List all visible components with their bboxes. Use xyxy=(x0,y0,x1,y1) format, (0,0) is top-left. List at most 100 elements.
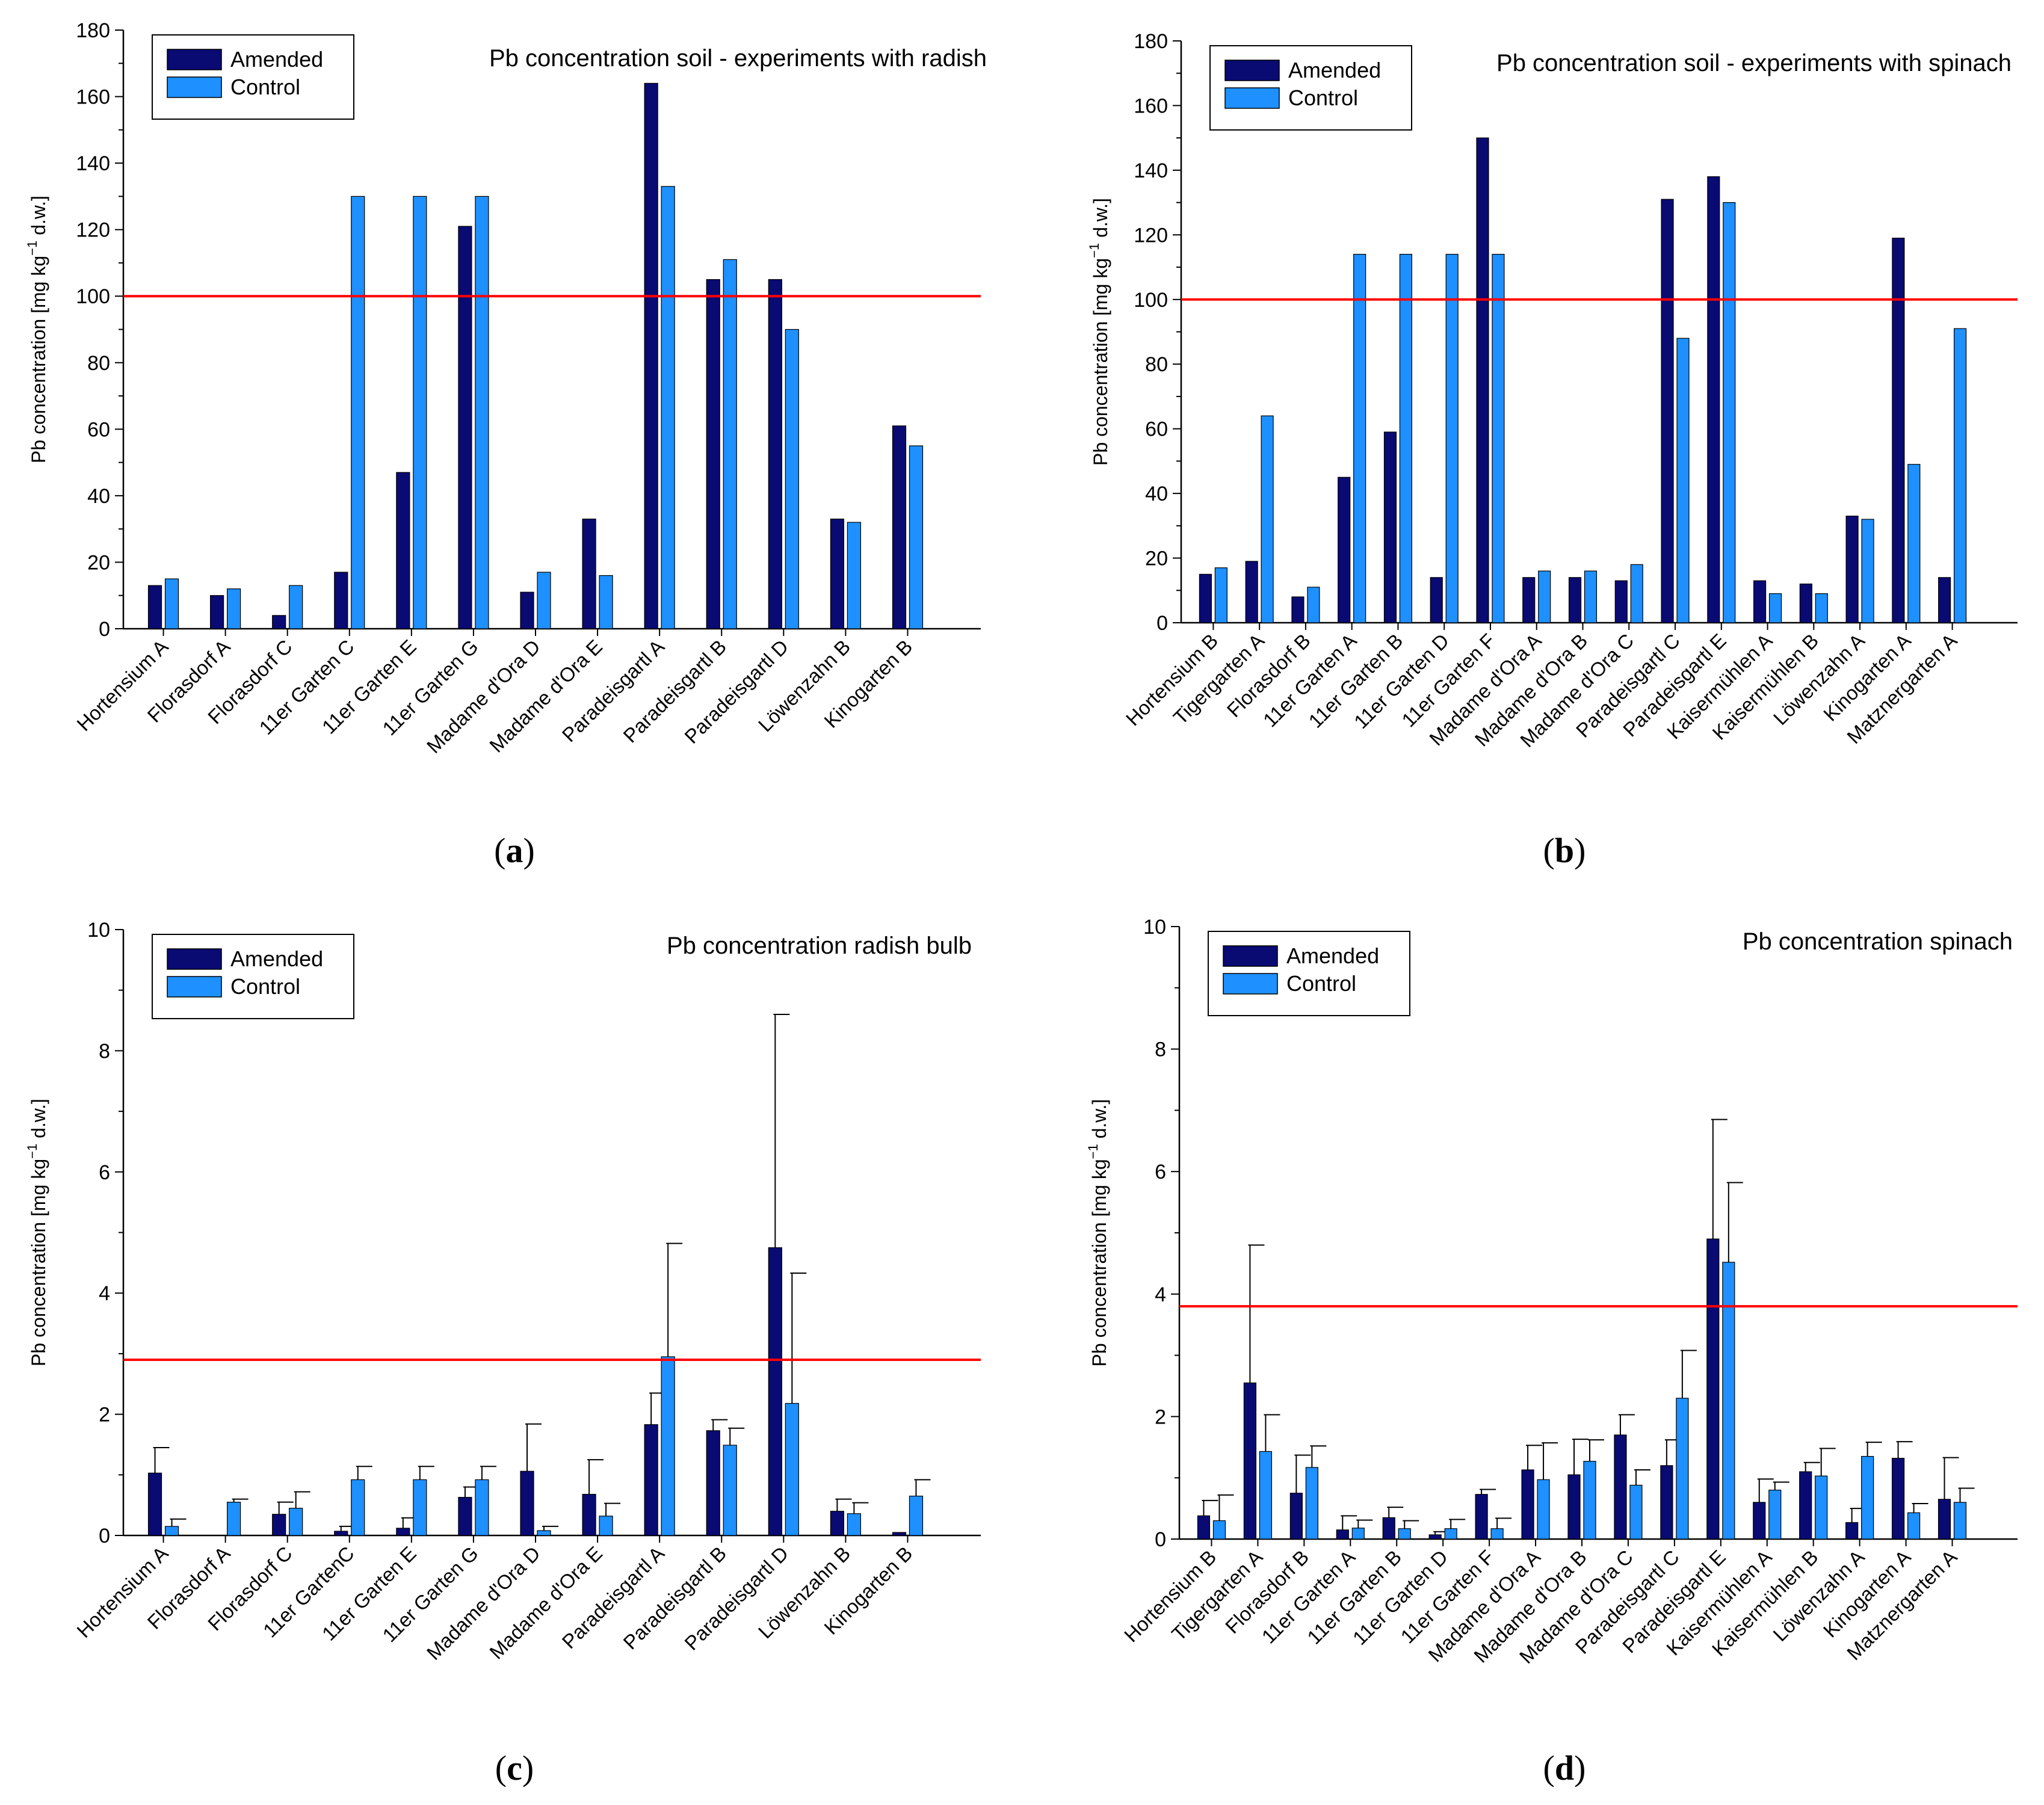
bar-control-2 xyxy=(1259,1451,1273,1540)
bar-amended-12 xyxy=(830,1511,844,1536)
bar-control-1 xyxy=(164,1526,179,1536)
chart-panel-b: 0 20 40 60 80 100 120 140 160 180 Pb concentration… xyxy=(1087,30,2018,751)
y-tick-label: 10 xyxy=(87,919,110,942)
bar-amended-16 xyxy=(1891,1458,1905,1540)
bar-control-10 xyxy=(1630,564,1643,623)
bar-amended-5 xyxy=(1383,431,1397,623)
bar-control-16 xyxy=(1907,1512,1921,1540)
bar-control-13 xyxy=(909,445,924,629)
bar-control-2 xyxy=(227,588,241,629)
bar-amended-3 xyxy=(1291,596,1305,623)
bar-amended-16 xyxy=(1892,238,1905,623)
y-tick-label: 20 xyxy=(1145,548,1168,570)
y-tick-label: 10 xyxy=(1143,916,1166,939)
legend-label-amended: Amended xyxy=(230,47,323,72)
bar-amended-2 xyxy=(1243,1382,1257,1540)
bar-control-7 xyxy=(537,1530,551,1536)
bar-control-4 xyxy=(1353,253,1366,623)
y-tick-label: 80 xyxy=(1145,353,1168,376)
y-tick-label: 60 xyxy=(1145,418,1168,441)
bar-control-12 xyxy=(1722,1262,1735,1540)
bar-control-17 xyxy=(1953,1502,1967,1540)
y-tick-label: 120 xyxy=(76,219,110,242)
y-tick-label: 40 xyxy=(87,485,110,508)
bar-control-13 xyxy=(1768,593,1782,623)
y-tick-label: 4 xyxy=(99,1282,110,1305)
y-tick-label: 100 xyxy=(1134,289,1168,312)
chart-title: Pb concentration radish bulb xyxy=(667,933,972,959)
bar-control-2 xyxy=(227,1502,241,1536)
bar-control-15 xyxy=(1861,1455,1874,1540)
bar-amended-8 xyxy=(1521,1469,1534,1540)
y-tick-label: 0 xyxy=(99,1525,110,1547)
y-tick-label: 20 xyxy=(87,551,110,574)
y-tick-label: 160 xyxy=(76,86,110,109)
bar-amended-3 xyxy=(272,1514,286,1536)
bar-control-11 xyxy=(1676,338,1690,623)
bar-amended-5 xyxy=(396,472,410,629)
bar-control-13 xyxy=(1768,1489,1782,1540)
bar-control-6 xyxy=(475,196,489,629)
bar-control-1 xyxy=(1214,567,1227,623)
bar-control-9 xyxy=(1584,570,1598,623)
legend-swatch-amended xyxy=(167,49,222,70)
bar-control-14 xyxy=(1815,1475,1828,1540)
bar-control-4 xyxy=(1351,1528,1365,1540)
y-tick-label: 140 xyxy=(76,152,110,175)
bar-amended-3 xyxy=(1289,1493,1303,1540)
bar-control-7 xyxy=(537,572,551,629)
bar-amended-8 xyxy=(1522,577,1536,623)
bar-control-17 xyxy=(1954,328,1967,623)
bar-control-16 xyxy=(1907,464,1921,623)
y-tick-label: 180 xyxy=(1134,30,1168,53)
bar-amended-15 xyxy=(1845,516,1859,623)
panel-letter: c xyxy=(507,1748,522,1788)
bar-control-8 xyxy=(1538,570,1551,623)
y-axis-label: Pb concentration [mg kg−1 d.w.] xyxy=(25,196,49,463)
bar-amended-4 xyxy=(334,1531,348,1536)
bar-control-3 xyxy=(289,585,303,629)
y-tick-label: 140 xyxy=(1134,159,1168,182)
panel-label-a: (a) xyxy=(494,831,535,870)
bar-control-3 xyxy=(289,1508,303,1536)
y-axis-label: Pb concentration [mg kg−1 d.w.] xyxy=(25,1099,49,1366)
bar-control-8 xyxy=(599,1516,613,1536)
y-tick-label: 2 xyxy=(1155,1405,1166,1428)
bar-control-14 xyxy=(1815,593,1828,623)
bar-amended-6 xyxy=(458,1496,472,1536)
y-tick-label: 8 xyxy=(99,1040,110,1063)
bar-control-10 xyxy=(1629,1484,1643,1540)
y-tick-label: 40 xyxy=(1145,483,1168,505)
bar-control-4 xyxy=(351,196,365,629)
bar-amended-12 xyxy=(1707,176,1720,623)
x-tick-label: Paradeisgartl D xyxy=(680,635,792,748)
bar-amended-7 xyxy=(520,591,534,629)
legend-swatch-control xyxy=(167,76,222,98)
bar-control-8 xyxy=(599,575,613,629)
bar-amended-12 xyxy=(830,518,844,629)
legend-swatch-control xyxy=(1223,973,1278,995)
bar-amended-10 xyxy=(706,279,720,629)
bar-control-12 xyxy=(847,522,861,629)
bar-amended-13 xyxy=(892,1532,907,1536)
bar-amended-13 xyxy=(892,425,907,629)
bar-control-10 xyxy=(723,1445,737,1536)
bar-amended-10 xyxy=(1614,580,1628,623)
y-tick-label: 60 xyxy=(87,418,110,441)
legend-swatch-control xyxy=(1224,87,1280,109)
bar-amended-14 xyxy=(1799,583,1812,623)
x-tick-label: Madame d'Ora E xyxy=(485,635,607,757)
bar-amended-2 xyxy=(210,595,224,629)
legend-swatch-amended xyxy=(1224,60,1280,81)
legend-swatch-control xyxy=(167,976,222,998)
legend-label-control: Control xyxy=(230,974,300,999)
bar-control-12 xyxy=(847,1513,861,1536)
bar-control-13 xyxy=(909,1495,924,1536)
y-tick-label: 0 xyxy=(1155,1528,1166,1551)
bar-control-15 xyxy=(1861,519,1874,623)
bar-control-1 xyxy=(164,578,179,629)
bar-control-3 xyxy=(1307,587,1320,623)
y-tick-label: 80 xyxy=(87,352,110,375)
bar-amended-1 xyxy=(147,585,162,629)
